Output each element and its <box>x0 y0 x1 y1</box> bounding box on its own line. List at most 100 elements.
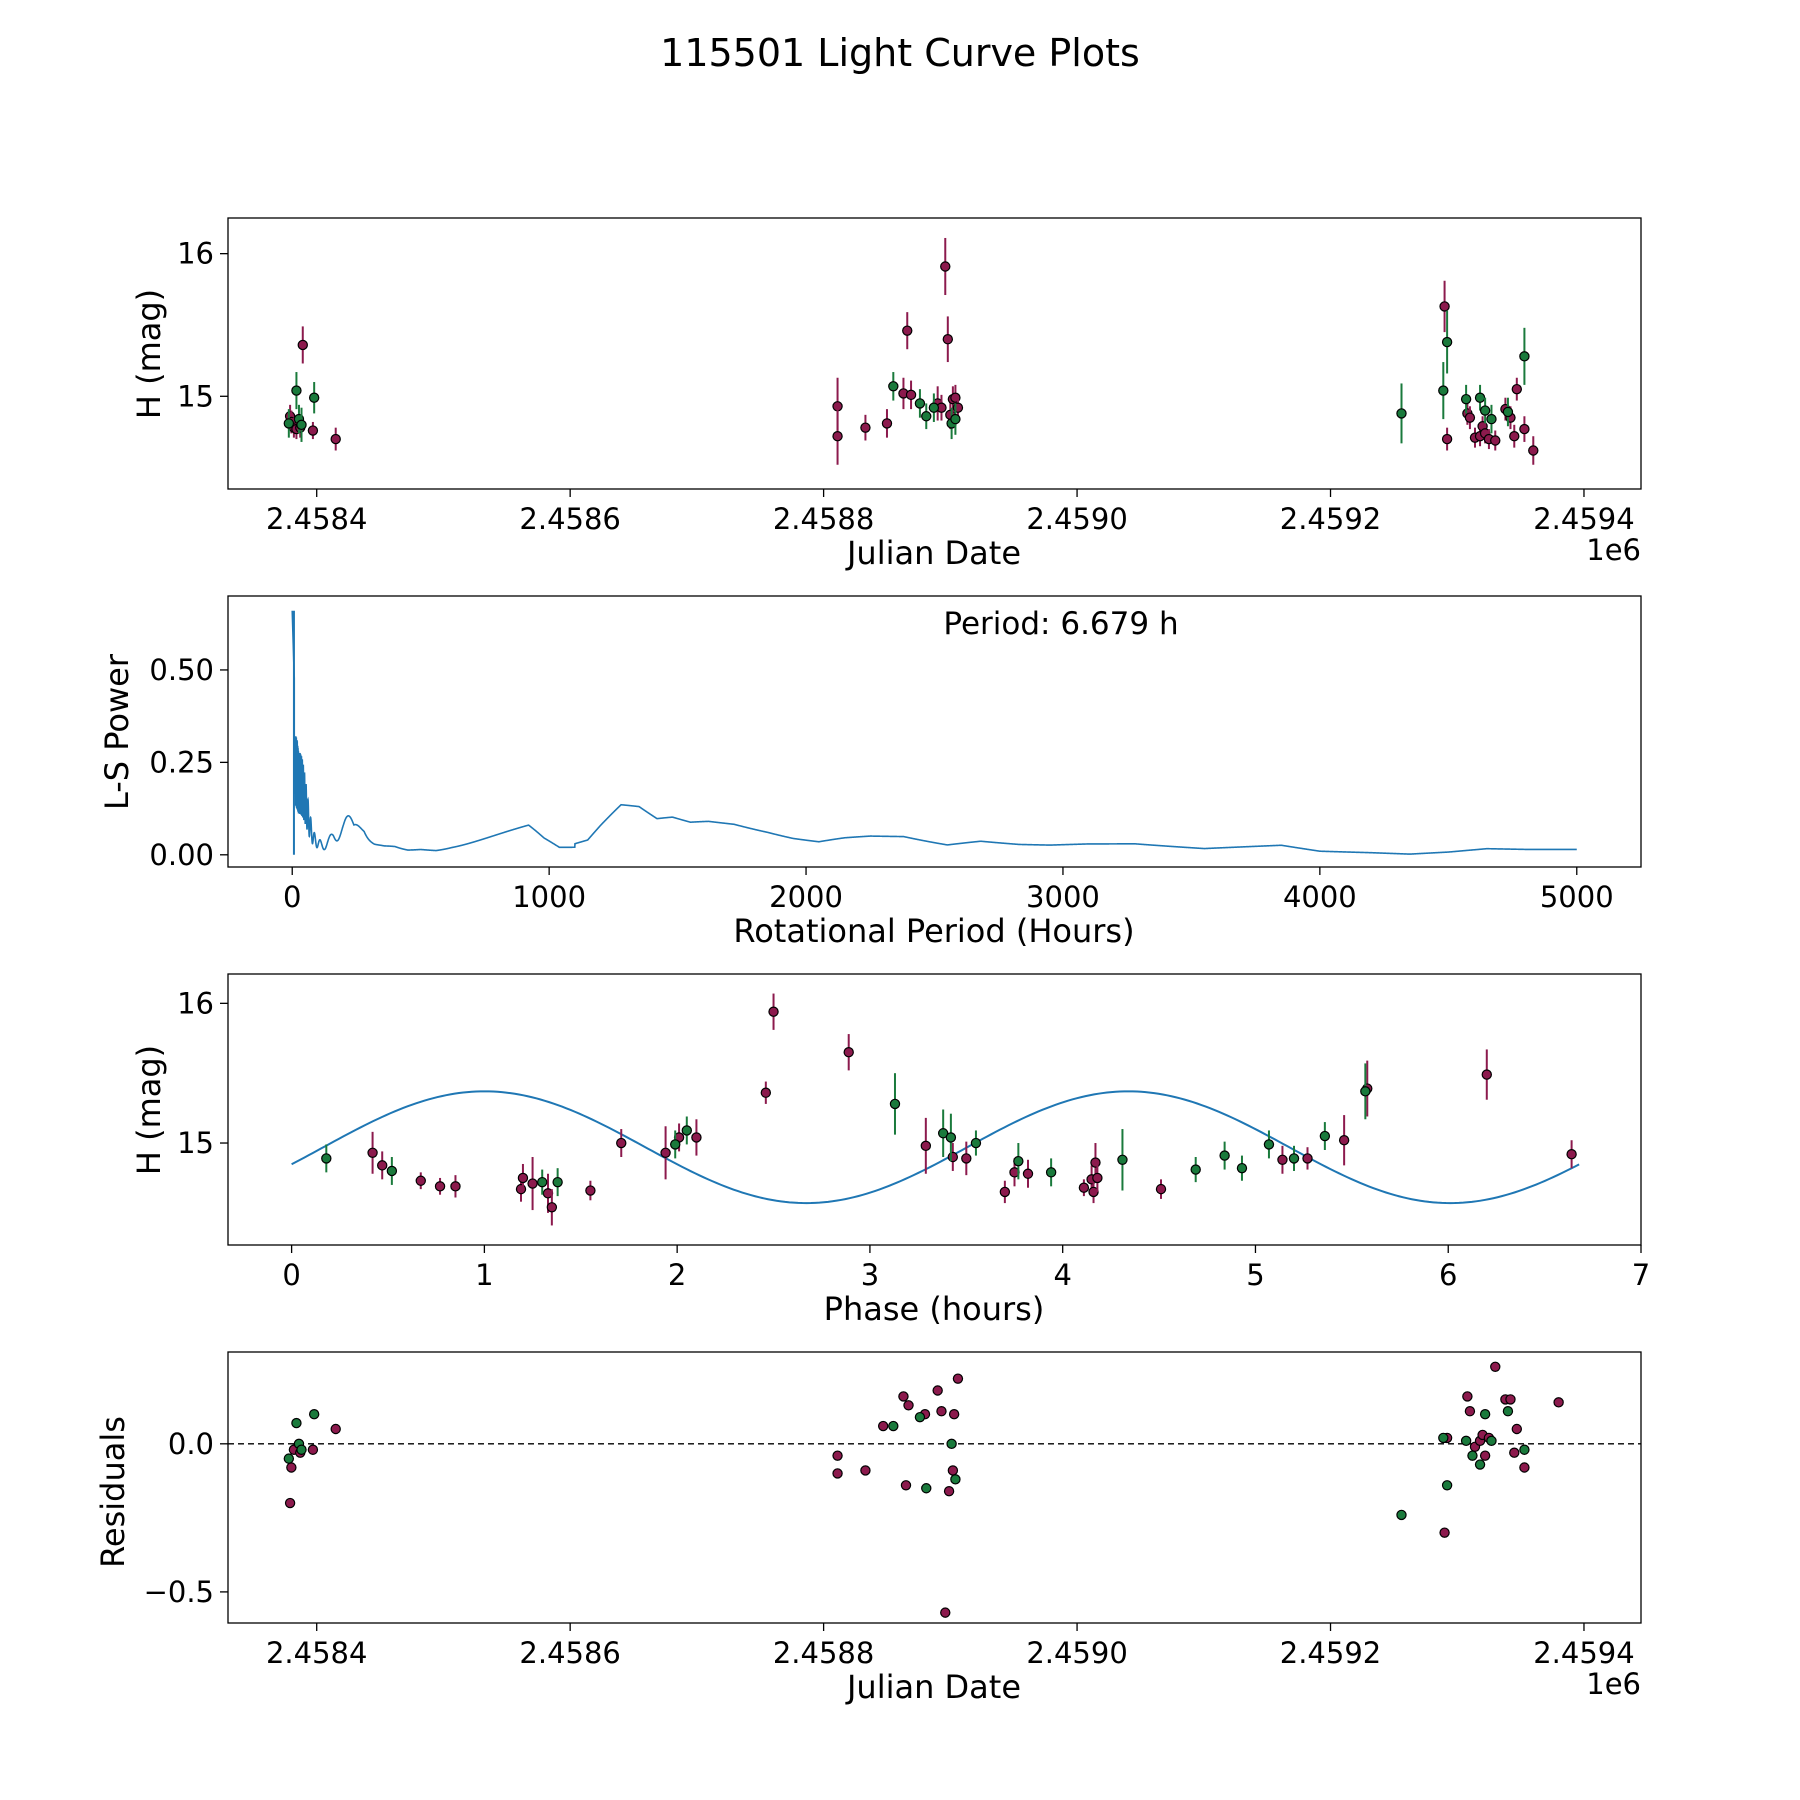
data-point <box>308 392 320 403</box>
data-point <box>1013 1155 1024 1167</box>
phased-xtick-label: 3 <box>861 1258 879 1292</box>
panel-lightcurve: 2.4584 2.4586 2.4588 2.4590 2.4592 2.4594 151… <box>130 217 1642 572</box>
data-point <box>888 381 899 392</box>
data-point <box>1338 1135 1350 1146</box>
data-point <box>515 1183 527 1195</box>
data-point <box>284 1497 296 1509</box>
data-point <box>1553 1397 1564 1408</box>
data-point <box>952 1373 964 1384</box>
data-point <box>947 1465 959 1476</box>
data-point <box>902 325 913 336</box>
data-point <box>307 425 319 436</box>
data-point <box>948 1408 960 1420</box>
data-point <box>914 398 926 409</box>
data-point <box>670 1139 681 1150</box>
data-point <box>914 1411 926 1423</box>
data-point <box>1396 408 1407 419</box>
phased-xtick-label: 7 <box>1632 1258 1650 1292</box>
lightcurve-xtick-label: 2.4586 <box>519 502 620 536</box>
data-point <box>283 1453 295 1464</box>
lightcurve-marks <box>283 237 1539 465</box>
residuals-xticks: 2.4584 2.4586 2.4588 2.4590 2.4592 2.4594 <box>266 1623 1635 1670</box>
data-point <box>1360 1086 1371 1097</box>
periodogram-ytick-label: 0.25 <box>149 745 214 779</box>
data-point <box>999 1186 1011 1198</box>
data-point <box>377 1160 388 1171</box>
residuals-xlabel: Julian Date <box>845 1668 1021 1706</box>
data-point <box>898 1391 909 1402</box>
data-point <box>1511 1423 1523 1435</box>
data-point <box>1481 1069 1492 1080</box>
data-point <box>888 1420 899 1432</box>
data-point <box>296 419 307 431</box>
data-point <box>386 1165 398 1177</box>
data-point <box>321 1153 332 1164</box>
data-point <box>1474 392 1486 403</box>
lightcurve-ylabel: H (mag) <box>130 289 168 419</box>
data-point <box>1460 1435 1472 1447</box>
data-point <box>889 1098 901 1110</box>
data-point <box>1462 1391 1473 1402</box>
data-point <box>1464 412 1476 423</box>
data-point <box>947 1151 959 1163</box>
data-point <box>297 339 308 351</box>
periodogram-xtick-label: 4000 <box>1283 880 1357 914</box>
data-point <box>1479 1450 1491 1461</box>
data-point <box>291 1417 302 1429</box>
data-point <box>415 1175 426 1186</box>
data-point <box>546 1202 558 1213</box>
data-point <box>900 1480 912 1491</box>
data-point <box>1566 1149 1577 1160</box>
data-point <box>860 422 871 433</box>
periodogram-ylabel: L-S Power <box>98 653 136 810</box>
data-point <box>950 413 961 425</box>
data-point <box>1439 301 1450 312</box>
data-point <box>1117 1154 1128 1165</box>
periodogram-ytick-label: 0.50 <box>149 653 214 687</box>
data-point <box>1441 1480 1453 1491</box>
data-point <box>1519 351 1530 362</box>
data-point <box>946 1438 957 1450</box>
data-point <box>1190 1164 1201 1175</box>
data-point <box>1439 1527 1450 1538</box>
periodogram-xlabel: Rotational Period (Hours) <box>733 912 1134 950</box>
data-point <box>928 402 940 413</box>
residuals-ylabel: Residuals <box>94 1416 132 1568</box>
data-point <box>1509 1447 1520 1458</box>
data-point <box>945 1132 957 1143</box>
data-point <box>940 1607 951 1618</box>
lightcurve-xtick-label: 2.4592 <box>1280 502 1381 536</box>
data-point <box>552 1176 563 1188</box>
lightcurve-xlabel: Julian Date <box>845 534 1021 572</box>
residuals-xtick-label: 2.4584 <box>266 1636 367 1670</box>
data-point <box>1090 1157 1101 1168</box>
data-point <box>537 1176 548 1188</box>
data-point <box>832 431 843 442</box>
data-point <box>286 1462 297 1473</box>
data-point <box>1236 1162 1248 1174</box>
data-point <box>942 334 954 345</box>
residuals-xtick-label: 2.4590 <box>1026 1636 1127 1670</box>
data-point <box>1509 431 1520 442</box>
data-point <box>950 1474 961 1485</box>
periodogram-xtick-label: 0 <box>283 880 301 914</box>
data-point <box>330 1423 341 1435</box>
data-point <box>1078 1182 1090 1193</box>
periodogram-marks <box>291 610 1577 855</box>
data-point <box>434 1181 446 1192</box>
periodogram-xtick-label: 2000 <box>769 880 843 914</box>
data-point <box>1438 385 1449 396</box>
periodogram-xtick-label: 5000 <box>1540 880 1614 914</box>
data-point <box>1464 1406 1476 1417</box>
data-point <box>1502 406 1514 418</box>
data-point <box>1479 405 1491 416</box>
data-point <box>616 1137 627 1149</box>
data-point <box>1528 445 1539 456</box>
data-point <box>283 418 295 429</box>
data-point <box>1490 1361 1501 1373</box>
data-point <box>527 1178 538 1189</box>
power-curve <box>291 610 1577 855</box>
